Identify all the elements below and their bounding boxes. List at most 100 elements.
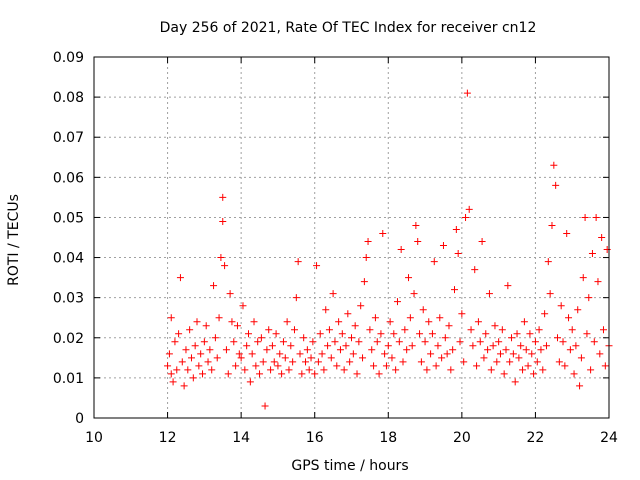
data-point-marker [204, 358, 212, 366]
data-point-marker [252, 362, 260, 370]
data-point-marker [500, 370, 508, 378]
data-point-marker [290, 326, 298, 334]
data-point-marker [451, 286, 458, 294]
data-point-marker [574, 306, 582, 314]
data-point-marker [554, 334, 561, 342]
data-point-marker [257, 334, 265, 342]
data-point-marker [171, 338, 179, 346]
data-point-marker [270, 358, 278, 366]
data-point-marker [362, 254, 370, 262]
data-point-marker [436, 314, 444, 322]
data-point-marker [443, 350, 451, 358]
data-point-marker [371, 314, 379, 322]
data-point-marker [199, 370, 207, 378]
data-point-marker [324, 342, 332, 350]
data-point-marker [268, 342, 276, 350]
data-point-marker [513, 330, 521, 338]
x-tick-label: 22 [527, 430, 545, 446]
data-point-marker [289, 358, 297, 366]
data-point-marker [474, 318, 482, 326]
y-tick-label: 0.04 [53, 251, 84, 267]
chart-title: Day 256 of 2021, Rate Of TEC Index for r… [160, 20, 537, 36]
data-point-marker [325, 326, 333, 334]
data-point-marker [232, 362, 240, 370]
data-point-marker [316, 330, 324, 338]
y-tick-label: 0.02 [53, 331, 84, 347]
data-point-marker [176, 274, 184, 282]
data-point-marker [193, 318, 201, 326]
data-point-marker [487, 366, 495, 374]
data-point-marker [377, 330, 385, 338]
y-tick-label: 0.06 [53, 170, 84, 186]
data-point-marker [294, 258, 302, 266]
y-tick-label: 0.09 [53, 50, 84, 66]
data-point-marker [588, 250, 596, 258]
data-point-marker [465, 205, 473, 213]
data-point-marker [533, 358, 541, 366]
data-point-marker [484, 346, 492, 354]
data-point-marker [351, 322, 359, 330]
data-point-marker [178, 358, 186, 366]
data-point-marker [454, 250, 462, 258]
data-point-marker [476, 338, 484, 346]
data-point-marker [349, 350, 357, 358]
data-point-marker [368, 346, 376, 354]
data-point-marker [434, 342, 442, 350]
x-tick-label: 24 [600, 430, 618, 446]
data-point-marker [226, 290, 234, 298]
data-point-marker [542, 342, 550, 350]
data-point-marker [388, 354, 396, 362]
data-point-marker [267, 366, 275, 374]
data-point-marker [478, 238, 486, 246]
data-point-marker [456, 338, 464, 346]
data-point-marker [504, 282, 512, 290]
data-point-marker [314, 358, 322, 366]
data-point-marker [401, 326, 409, 334]
data-point-marker [557, 302, 565, 310]
data-point-marker [524, 362, 532, 370]
data-point-marker [423, 366, 431, 374]
data-point-marker [563, 229, 571, 237]
data-point-marker [250, 318, 258, 326]
data-point-marker [165, 350, 173, 358]
data-point-marker [381, 350, 389, 358]
data-point-marker [485, 290, 493, 298]
data-point-marker [263, 346, 271, 354]
data-point-marker [222, 346, 230, 354]
data-point-marker [239, 302, 247, 310]
data-point-marker [405, 274, 413, 282]
data-point-marker [522, 346, 530, 354]
data-point-marker [219, 217, 227, 225]
data-point-marker [167, 314, 175, 322]
data-point-marker [496, 350, 504, 358]
data-point-marker [587, 366, 595, 374]
data-point-marker [211, 334, 219, 342]
data-point-marker [215, 314, 223, 322]
y-tick-label: 0.05 [53, 210, 84, 226]
data-point-marker [498, 326, 506, 334]
data-point-marker [568, 326, 576, 334]
data-point-marker [285, 366, 293, 374]
data-point-marker [189, 374, 197, 382]
data-point-marker [302, 358, 310, 366]
data-point-marker [274, 362, 282, 370]
data-point-marker [335, 318, 343, 326]
data-point-marker [200, 338, 208, 346]
data-point-marker [300, 334, 308, 342]
data-point-marker [581, 213, 589, 221]
data-point-marker [535, 326, 543, 334]
data-point-marker [441, 334, 449, 342]
data-point-marker [296, 350, 304, 358]
data-point-marker [283, 318, 291, 326]
x-tick-label: 12 [159, 430, 177, 446]
data-point-marker [175, 330, 183, 338]
data-point-marker [219, 193, 227, 201]
data-point-marker [561, 362, 569, 370]
data-point-marker [298, 370, 306, 378]
data-point-marker [592, 213, 600, 221]
y-tick-label: 0.03 [53, 291, 84, 307]
data-point-marker [515, 354, 523, 362]
data-point-marker [235, 350, 243, 358]
data-point-marker [278, 370, 286, 378]
